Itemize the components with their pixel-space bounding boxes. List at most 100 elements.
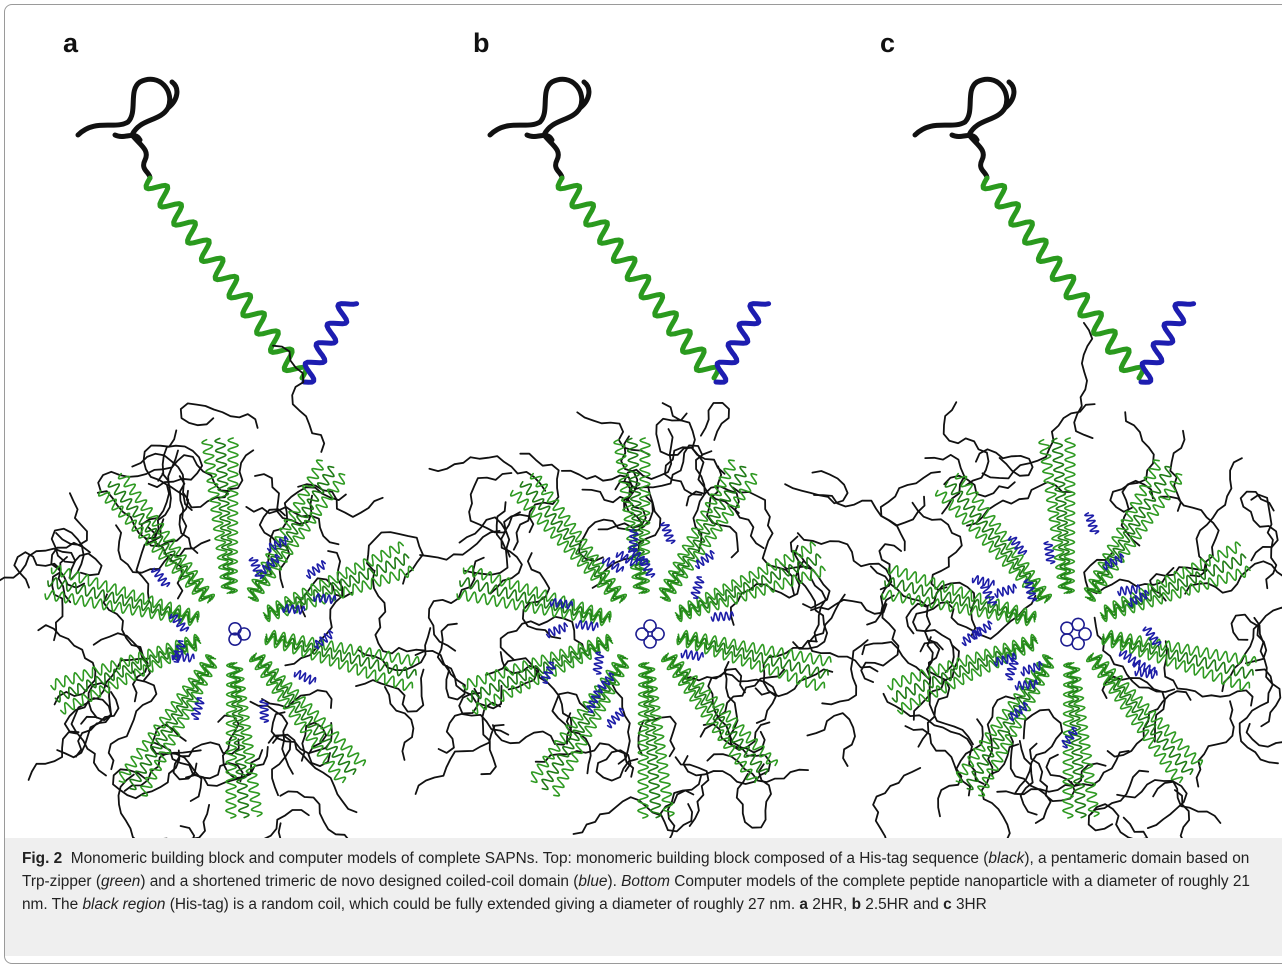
- random-coil: [785, 471, 848, 503]
- coiled-coil-green: [983, 178, 1143, 378]
- panel-label: a: [63, 28, 78, 59]
- caption-text: 2HR,: [812, 896, 847, 913]
- coiled-coil-green: [898, 640, 1038, 714]
- coiled-coil-blue: [152, 569, 170, 587]
- coiled-coil-green: [232, 663, 262, 817]
- random-coil: [1030, 744, 1075, 802]
- panel-label: c: [880, 28, 895, 59]
- core-ring: [1072, 638, 1084, 650]
- core-ring: [644, 620, 656, 632]
- random-coil: [1110, 412, 1154, 512]
- random-coil: [420, 531, 500, 560]
- figure-art: [0, 0, 1282, 838]
- coiled-coil-green: [1085, 460, 1161, 598]
- coiled-coil-green: [266, 634, 416, 679]
- random-coil: [109, 671, 157, 769]
- coiled-coil-blue: [691, 577, 703, 598]
- coiled-coil-green: [558, 178, 718, 378]
- coiled-coil-blue: [307, 561, 325, 578]
- coiled-coil-blue: [661, 523, 675, 544]
- page: {"panels": [{"label": "a"}, {"label": "b…: [0, 0, 1282, 956]
- random-coil: [469, 473, 520, 533]
- random-coil: [429, 558, 484, 651]
- random-coil: [1197, 701, 1234, 786]
- random-coil: [873, 768, 920, 838]
- random-coil: [807, 713, 855, 766]
- random-coil: [1009, 734, 1050, 824]
- random-coil: [1117, 780, 1220, 823]
- caption-text: black: [988, 850, 1024, 867]
- random-coil: [1089, 771, 1149, 831]
- random-coil: [809, 595, 878, 672]
- his-tag: [490, 79, 589, 178]
- random-coil: [416, 725, 504, 794]
- caption-text: c: [943, 896, 952, 913]
- caption-text: blue: [578, 873, 607, 890]
- caption-text: green: [101, 873, 140, 890]
- coiled-coil-green: [265, 554, 409, 619]
- caption-text: Bottom: [621, 873, 670, 890]
- coiled-coil-blue: [576, 621, 598, 631]
- coiled-coil-green: [644, 663, 674, 817]
- coiled-coil-green: [460, 578, 610, 623]
- his-tag: [78, 79, 177, 178]
- random-coil: [29, 732, 106, 780]
- random-coil: [385, 687, 414, 760]
- coiled-coil-green: [1039, 440, 1069, 594]
- coiled-coil-green: [467, 637, 611, 702]
- core-ring: [1061, 622, 1073, 634]
- his-tag: [915, 79, 1014, 178]
- coiled-coil-green: [1102, 554, 1246, 619]
- caption-text: black region: [82, 896, 165, 913]
- random-coil: [135, 805, 209, 838]
- coiled-coil-blue: [1104, 554, 1124, 570]
- caption-text: ).: [607, 873, 616, 890]
- random-coil: [701, 403, 729, 440]
- random-coil: [983, 404, 1095, 478]
- caption-label: Fig. 2: [22, 850, 62, 867]
- coiled-coil-blue: [711, 612, 733, 621]
- coiled-coil-blue: [716, 304, 769, 383]
- caption-text: Monomeric building block and computer mo…: [71, 850, 989, 867]
- coiled-coil-blue: [681, 650, 703, 660]
- random-coil: [881, 472, 940, 551]
- coiled-coil-blue: [249, 558, 263, 579]
- coiled-coil-blue: [995, 584, 1016, 597]
- panel-label: b: [473, 28, 490, 59]
- coiled-coil-blue: [1085, 513, 1099, 534]
- coiled-coil-green: [553, 658, 629, 796]
- random-coil: [861, 596, 898, 683]
- caption-text: b: [852, 896, 861, 913]
- coiled-coil-blue: [314, 594, 336, 604]
- random-coil: [269, 735, 291, 795]
- random-coil: [577, 412, 649, 454]
- caption-text: 3HR: [956, 896, 987, 913]
- random-coil: [429, 456, 545, 491]
- random-coil: [642, 776, 702, 839]
- coiled-coil-green: [265, 566, 413, 621]
- coiled-coil-blue: [1044, 542, 1055, 564]
- coiled-coil-blue: [547, 623, 568, 638]
- coiled-coil-blue: [1134, 661, 1155, 674]
- coiled-coil-blue: [260, 700, 268, 722]
- random-coil: [1074, 323, 1092, 438]
- core-ring: [238, 628, 250, 640]
- caption-text: 2.5HR and: [865, 896, 939, 913]
- coiled-coil-green: [141, 658, 217, 796]
- caption-text: a: [799, 896, 808, 913]
- random-coil: [168, 455, 230, 510]
- random-coil: [1247, 724, 1282, 757]
- coiled-coil-blue: [608, 708, 624, 727]
- random-coil: [56, 493, 87, 545]
- random-coil: [862, 642, 929, 679]
- random-coil: [913, 503, 962, 590]
- coiled-coil-green: [463, 635, 611, 690]
- random-coil: [149, 446, 202, 487]
- caption: Fig. 2 Monomeric building block and comp…: [5, 838, 1282, 956]
- core-ring: [1072, 618, 1084, 630]
- random-coil: [822, 640, 868, 704]
- caption-text: ) and a shortened trimeric de novo desig…: [140, 873, 578, 890]
- core-ring: [1061, 634, 1073, 646]
- coiled-coil-green: [248, 460, 324, 598]
- random-coil: [153, 826, 194, 838]
